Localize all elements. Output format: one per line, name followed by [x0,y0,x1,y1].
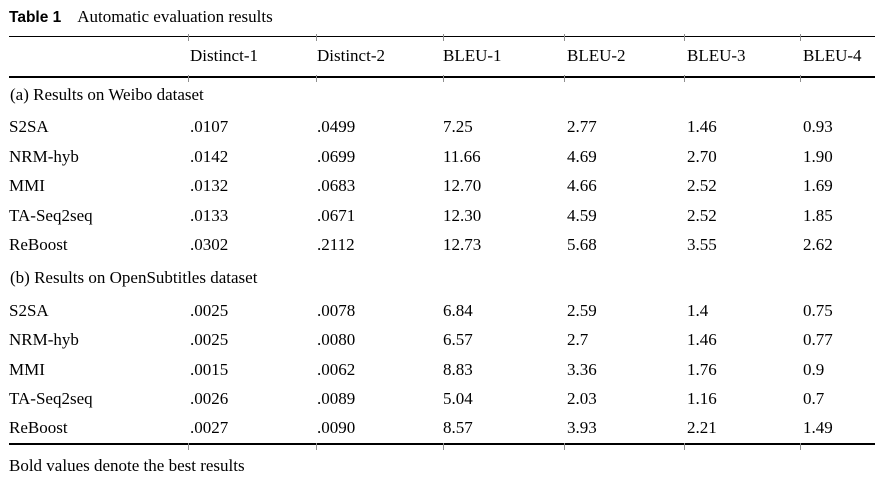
cell-value: .0142 [190,146,229,166]
cell-value: 6.57 [443,330,473,350]
cell-value: 0.93 [803,117,833,137]
cell-value: 2.70 [687,146,717,166]
cell-value: 3.36 [567,359,597,379]
table-row: TA-Seq2seq .0026 .0089 5.04 2.03 1.16 0.… [9,385,875,415]
cell-value: 2.7 [567,330,589,350]
cell-value: .0132 [190,176,229,196]
header-distinct-1: Distinct-1 [190,36,317,78]
cell-value: 1.16 [687,389,717,409]
cell-value: .0080 [317,330,356,350]
header-distinct-2: Distinct-2 [317,36,443,78]
cell-value: .0025 [190,300,229,320]
cell-value: 1.46 [687,117,717,137]
cell-value: 1.85 [803,205,833,225]
cell-value: 2.59 [567,300,597,320]
cell-value: .0683 [317,176,356,196]
cell-value: 8.57 [443,418,473,438]
cell-value: 3.55 [687,235,717,255]
cell-value: .2112 [317,235,355,255]
cell-value: .0107 [190,117,229,137]
cell-value: 0.75 [803,300,833,320]
cell-value: 4.66 [567,176,597,196]
cell-value: .0015 [190,359,229,379]
model-name: TA-Seq2seq [9,205,93,225]
cell-value: 2.21 [687,418,717,438]
cell-value: 0.7 [803,389,825,409]
section-header-weibo: (a) Results on Weibo dataset [9,77,875,113]
cell-value: 12.70 [443,176,482,196]
cell-value: 1.76 [687,359,717,379]
cell-value: .0671 [317,205,356,225]
cell-value: 2.52 [687,205,717,225]
model-name: MMI [9,359,45,379]
header-row: Distinct-1 Distinct-2 BLEU-1 BLEU-2 BLEU… [9,36,875,78]
cell-value: 1.4 [687,300,709,320]
table-row: NRM-hyb .0025 .0080 6.57 2.7 1.46 0.77 [9,326,875,356]
cell-value: 2.62 [803,235,833,255]
cell-value: 5.68 [567,235,597,255]
cell-value: 5.04 [443,389,473,409]
cell-value: 0.9 [803,359,825,379]
cell-value: 3.93 [567,418,597,438]
table-row: S2SA .0107 .0499 7.25 2.77 1.46 0.93 [9,113,875,143]
cell-value: 8.83 [443,359,473,379]
header-empty-cell [9,36,190,78]
model-name: MMI [9,176,45,196]
model-name: NRM-hyb [9,330,79,350]
cell-value: .0026 [190,389,229,409]
cell-value: 0.77 [803,330,833,350]
cell-value: .0078 [317,300,356,320]
cell-value: .0089 [317,389,356,409]
cell-value: 2.52 [687,176,717,196]
header-bleu-4: BLEU-4 [803,36,875,78]
header-bleu-1: BLEU-1 [443,36,567,78]
cell-value: 1.49 [803,418,833,438]
cell-value: .0133 [190,205,229,225]
cell-value: 1.90 [803,146,833,166]
table-row: ReBoost .0302 .2112 12.73 5.68 3.55 2.62 [9,231,875,261]
model-name: S2SA [9,300,49,320]
section-header-opensubtitles: (b) Results on OpenSubtitles dataset [9,260,875,296]
cell-value: 12.30 [443,205,482,225]
cell-value: 2.03 [567,389,597,409]
cell-value: 12.73 [443,235,482,255]
table-row: TA-Seq2seq .0133 .0671 12.30 4.59 2.52 1… [9,201,875,231]
cell-value: .0025 [190,330,229,350]
cell-value: .0090 [317,418,356,438]
table-row: MMI .0132 .0683 12.70 4.66 2.52 1.69 [9,172,875,202]
cell-value: 6.84 [443,300,473,320]
cell-value: .0027 [190,418,229,438]
model-name: NRM-hyb [9,146,79,166]
section-header-label: (a) Results on Weibo dataset [10,85,204,104]
cell-value: .0302 [190,235,229,255]
header-bleu-2: BLEU-2 [567,36,687,78]
table-row: NRM-hyb .0142 .0699 11.66 4.69 2.70 1.90 [9,142,875,172]
cell-value: .0062 [317,359,356,379]
table-caption: Table 1 Automatic evaluation results [9,7,273,27]
section-header-label: (b) Results on OpenSubtitles dataset [10,268,258,287]
cell-value: .0699 [317,146,356,166]
cell-value: .0499 [317,117,356,137]
cell-value: 11.66 [443,146,481,166]
results-table: Distinct-1 Distinct-2 BLEU-1 BLEU-2 BLEU… [9,36,875,445]
cell-value: 4.59 [567,205,597,225]
model-name: ReBoost [9,418,68,438]
cell-value: 2.77 [567,117,597,137]
cell-value: 7.25 [443,117,473,137]
table-row: MMI .0015 .0062 8.83 3.36 1.76 0.9 [9,355,875,385]
table-row: ReBoost .0027 .0090 8.57 3.93 2.21 1.49 [9,414,875,444]
cell-value: 4.69 [567,146,597,166]
cell-value: 1.46 [687,330,717,350]
cell-value: 1.69 [803,176,833,196]
table-label: Table 1 [9,9,62,26]
table-footnote: Bold values denote the best results [9,456,245,475]
header-bleu-3: BLEU-3 [687,36,803,78]
model-name: ReBoost [9,235,68,255]
model-name: TA-Seq2seq [9,389,93,409]
model-name: S2SA [9,117,49,137]
table-row: S2SA .0025 .0078 6.84 2.59 1.4 0.75 [9,296,875,326]
caption-text: Automatic evaluation results [77,7,273,26]
